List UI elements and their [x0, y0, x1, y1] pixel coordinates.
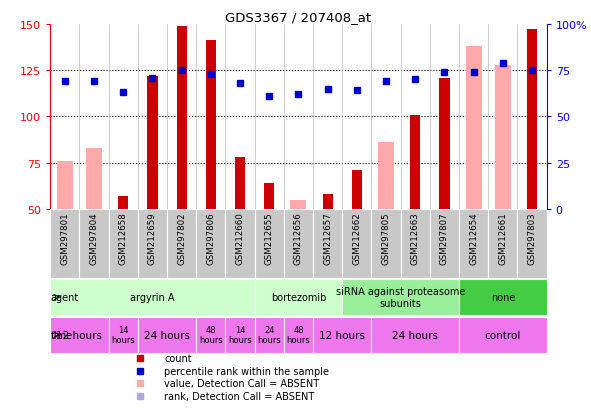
Bar: [372, 317, 459, 353]
Title: GDS3367 / 207408_at: GDS3367 / 207408_at: [225, 11, 372, 24]
Bar: [518, 209, 547, 279]
Bar: [109, 317, 138, 353]
Bar: [167, 209, 196, 279]
Bar: [50, 317, 109, 353]
Bar: [410, 115, 420, 209]
Text: 24
hours: 24 hours: [257, 325, 281, 344]
Text: 48
hours: 48 hours: [287, 325, 310, 344]
Bar: [284, 317, 313, 353]
Bar: [439, 78, 450, 209]
Text: 14
hours: 14 hours: [111, 325, 135, 344]
Text: GSM297802: GSM297802: [177, 211, 186, 264]
Text: time: time: [50, 330, 73, 340]
Bar: [459, 317, 547, 353]
Text: GSM212660: GSM212660: [236, 211, 245, 264]
Bar: [342, 279, 459, 316]
Text: siRNA against proteasome
subunits: siRNA against proteasome subunits: [336, 287, 465, 308]
Bar: [527, 30, 537, 209]
Text: agent: agent: [50, 292, 79, 302]
Text: GSM212655: GSM212655: [265, 211, 274, 264]
Bar: [290, 200, 307, 209]
Bar: [495, 65, 511, 209]
Bar: [177, 26, 187, 209]
Text: GSM212656: GSM212656: [294, 211, 303, 264]
Bar: [50, 279, 255, 316]
Bar: [57, 161, 73, 209]
Bar: [225, 209, 255, 279]
Text: GSM212663: GSM212663: [411, 211, 420, 264]
Text: GSM212654: GSM212654: [469, 211, 478, 264]
Text: 12 hours: 12 hours: [319, 330, 365, 340]
Bar: [313, 209, 342, 279]
Bar: [50, 209, 79, 279]
Bar: [255, 279, 342, 316]
Bar: [352, 171, 362, 209]
Text: GSM297806: GSM297806: [206, 211, 215, 264]
Text: argyrin A: argyrin A: [130, 292, 175, 302]
Text: 48
hours: 48 hours: [199, 325, 223, 344]
Text: 12 hours: 12 hours: [56, 330, 102, 340]
Bar: [206, 41, 216, 209]
Bar: [459, 209, 488, 279]
Text: 14
hours: 14 hours: [228, 325, 252, 344]
Text: GSM212662: GSM212662: [352, 211, 361, 264]
Text: value, Detection Call = ABSENT: value, Detection Call = ABSENT: [164, 379, 320, 389]
Text: GSM297807: GSM297807: [440, 211, 449, 264]
Bar: [284, 209, 313, 279]
Bar: [147, 76, 158, 209]
Bar: [235, 158, 245, 209]
Bar: [225, 317, 255, 353]
Text: count: count: [164, 353, 192, 363]
Bar: [342, 209, 372, 279]
Text: GSM297804: GSM297804: [90, 211, 99, 264]
Bar: [264, 183, 274, 209]
Text: 24 hours: 24 hours: [392, 330, 439, 340]
Text: GSM297805: GSM297805: [382, 211, 391, 264]
Bar: [109, 209, 138, 279]
Bar: [401, 209, 430, 279]
Bar: [86, 149, 102, 209]
Text: GSM212659: GSM212659: [148, 211, 157, 264]
Text: GSM212661: GSM212661: [498, 211, 507, 264]
Bar: [323, 195, 333, 209]
Text: rank, Detection Call = ABSENT: rank, Detection Call = ABSENT: [164, 391, 314, 401]
Bar: [255, 317, 284, 353]
Bar: [313, 317, 372, 353]
Text: control: control: [485, 330, 521, 340]
Bar: [196, 209, 225, 279]
Text: GSM297803: GSM297803: [528, 211, 537, 264]
Bar: [466, 47, 482, 209]
Text: GSM212658: GSM212658: [119, 211, 128, 264]
Bar: [79, 209, 109, 279]
Bar: [255, 209, 284, 279]
Bar: [372, 209, 401, 279]
Bar: [459, 279, 547, 316]
Bar: [378, 143, 394, 209]
Bar: [118, 197, 128, 209]
Text: 24 hours: 24 hours: [144, 330, 190, 340]
Bar: [138, 209, 167, 279]
Bar: [196, 317, 225, 353]
Text: GSM212657: GSM212657: [323, 211, 332, 264]
Text: bortezomib: bortezomib: [271, 292, 326, 302]
Bar: [430, 209, 459, 279]
Text: percentile rank within the sample: percentile rank within the sample: [164, 366, 329, 376]
Text: GSM297801: GSM297801: [60, 211, 69, 264]
Bar: [138, 317, 196, 353]
Text: none: none: [491, 292, 515, 302]
Bar: [488, 209, 518, 279]
